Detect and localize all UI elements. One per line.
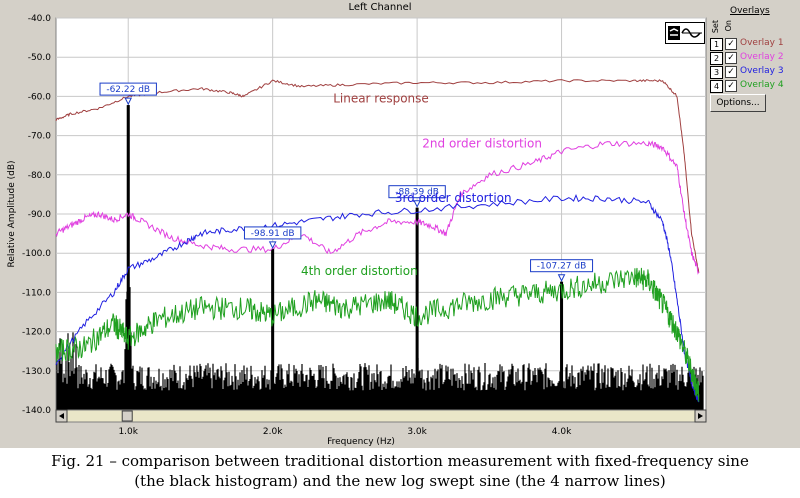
overlay-on-checkbox-4[interactable]: ✓ [725, 80, 737, 92]
peak-marker [413, 200, 421, 208]
options-button[interactable]: Options... [710, 94, 766, 112]
y-tick-label: -80.0 [28, 171, 52, 181]
overlay-set-button-4[interactable]: 4 [710, 80, 723, 93]
spectrum-chart: -40.0 -50.0 -60.0 -70.0 -80.0 -90.0 -100.0 -110… [7, 14, 707, 447]
x-axis-label: Frequency (Hz) [327, 437, 395, 447]
scrollbar-track[interactable] [55, 409, 707, 423]
y-tick-label: -90.0 [28, 210, 52, 220]
peak-marker [124, 97, 133, 106]
peak-label: -107.27 dB [537, 262, 587, 272]
y-tick-label: -40.0 [28, 14, 52, 24]
overlay-on-checkbox-1[interactable]: ✓ [725, 38, 737, 50]
histogram-peak-bar [560, 281, 564, 410]
annotation-layer: Linear response 2nd order distortion 3rd o… [301, 91, 542, 277]
series-annotation: 2nd order distortion [422, 136, 542, 150]
peak-label-box [530, 259, 594, 273]
on-column-header: On [724, 20, 733, 32]
overlays-title: Overlays [730, 6, 770, 16]
peak-label: -98.91 dB [251, 229, 295, 239]
peak-label-box [388, 185, 446, 199]
set-column-header: Set [711, 20, 720, 34]
x-tick-label: 4.0k [552, 427, 572, 437]
scroll-thumb[interactable] [121, 410, 133, 422]
series-layer [55, 79, 700, 403]
overlay-set-button-2[interactable]: 2 [710, 52, 723, 65]
y-tick-label: -70.0 [28, 132, 52, 142]
series-line-2 [55, 140, 700, 275]
overlay-label-2: Overlay 2 [740, 52, 784, 62]
y-tick-label: -60.0 [28, 92, 52, 102]
y-tick-label: -110.0 [22, 288, 51, 298]
overlay-label-1: Overlay 1 [740, 38, 784, 48]
y-axis-label: Relative Amplitude (dB) [7, 160, 17, 267]
chart-title: Left Channel [348, 2, 412, 13]
overlay-label-4: Overlay 4 [740, 80, 784, 90]
figure-caption: Fig. 21 – comparison between traditional… [0, 451, 800, 491]
caption-line-1: Fig. 21 – comparison between traditional… [51, 452, 749, 470]
scrollbar-layer [55, 409, 707, 423]
x-tick-label: 2.0k [263, 427, 283, 437]
histogram-peak-bar [126, 105, 130, 410]
overlay-set-button-1[interactable]: 1 [710, 38, 723, 51]
histogram-peak-bar [415, 207, 419, 410]
peak-marker [268, 241, 277, 250]
overlay-set-button-3[interactable]: 3 [710, 66, 723, 79]
peak-label: -62.22 dB [106, 85, 150, 95]
peak-marker [557, 274, 566, 282]
scroll-right-arrow-icon[interactable] [698, 413, 703, 419]
peak-label-box [243, 226, 302, 240]
series-line-3 [55, 193, 700, 403]
scope-view-icon[interactable] [665, 22, 705, 44]
analyzer-window: Left Channel -40.0 -50.0 -60.0 -70.0 -80.0 -9… [0, 0, 800, 448]
y-tick-label: -120.0 [22, 328, 51, 338]
overlay-on-checkbox-3[interactable]: ✓ [725, 66, 737, 78]
y-tick-label: -130.0 [22, 367, 51, 377]
series-annotation: 4th order distortion [301, 264, 418, 278]
overlays-panel: Overlays Set On 1 ✓ Overlay 1 2 ✓ Overla… [706, 4, 798, 124]
x-tick-label: 3.0k [407, 427, 427, 437]
series-annotation: Linear response [333, 91, 429, 105]
y-tick-label: -50.0 [28, 53, 52, 63]
overlay-on-checkbox-2[interactable]: ✓ [725, 52, 737, 64]
peak-label: -88.39 dB [395, 188, 439, 198]
peak-label-box [99, 82, 157, 96]
caption-line-2: (the black histogram) and the new log sw… [134, 472, 666, 490]
histogram-peak-bar [271, 248, 275, 410]
y-tick-label: -140.0 [22, 406, 51, 416]
y-tick-label: -100.0 [22, 249, 51, 259]
series-line-4 [55, 267, 700, 402]
overlay-label-3: Overlay 3 [740, 66, 784, 76]
x-tick-label: 1.0k [118, 427, 138, 437]
scroll-left-arrow-icon[interactable] [59, 413, 64, 419]
peak-marker-layer: -62.22 dB -98.91 dB -88.39 dB -107.27 dB [99, 82, 594, 282]
histogram-layer [56, 105, 704, 410]
series-annotation: 3rd order distortion [395, 191, 512, 205]
